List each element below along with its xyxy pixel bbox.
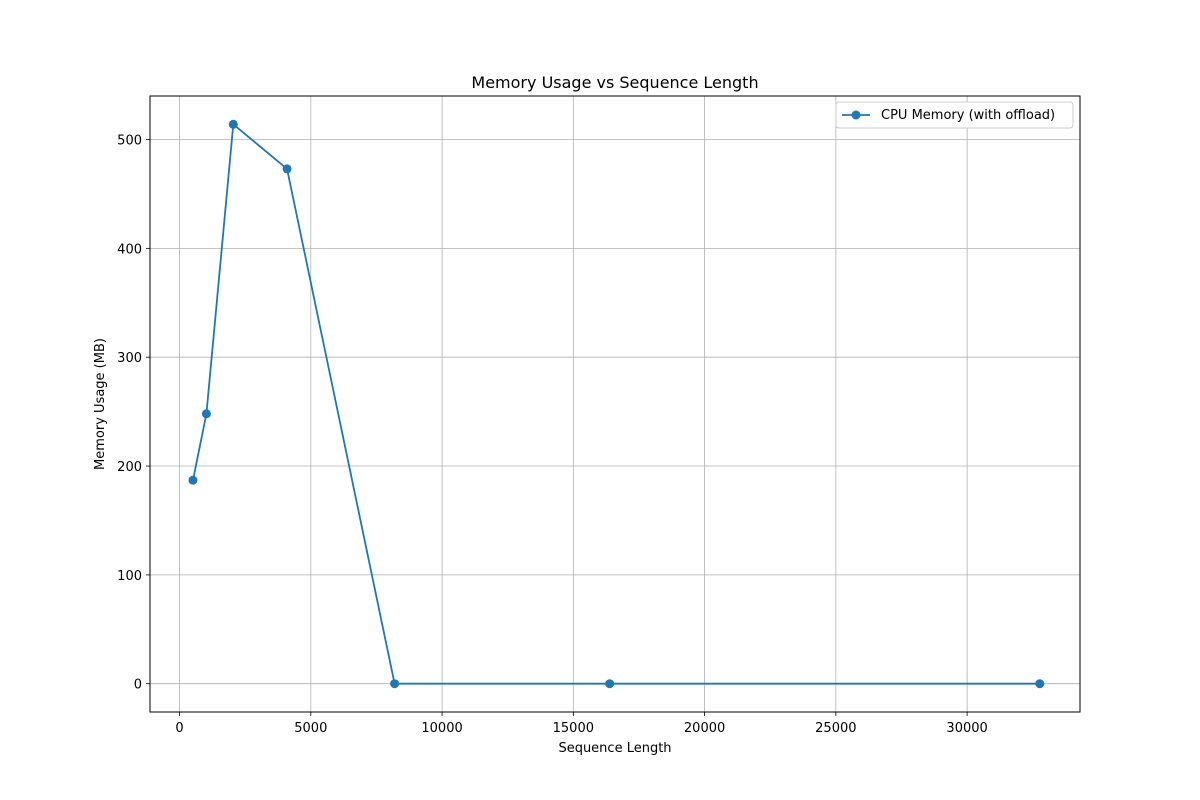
- data-point: [201, 409, 211, 419]
- chart-title: Memory Usage vs Sequence Length: [471, 73, 758, 92]
- legend: CPU Memory (with offload): [835, 101, 1074, 129]
- legend-label: CPU Memory (with offload): [881, 108, 1055, 123]
- x-axis-label: Sequence Length: [558, 741, 671, 756]
- x-tick-label: 15000: [553, 721, 594, 736]
- ticks: 0 5000 10000 15000 20000 25000 30000 0 100 200 300…: [117, 134, 988, 736]
- y-tick-label: 500: [117, 134, 142, 149]
- x-tick-label: 10000: [421, 721, 462, 736]
- y-tick-label: 300: [117, 351, 142, 366]
- data-point: [228, 119, 238, 129]
- data-point: [1035, 679, 1045, 689]
- y-axis-label: Memory Usage (MB): [93, 338, 108, 470]
- data-point: [188, 475, 198, 485]
- x-tick-label: 5000: [294, 721, 327, 736]
- y-tick-label: 400: [117, 242, 142, 257]
- legend-marker: [851, 110, 861, 120]
- x-tick-label: 0: [175, 721, 183, 736]
- x-tick-label: 30000: [946, 721, 987, 736]
- grid: [150, 96, 1080, 712]
- data-point: [282, 164, 292, 174]
- data-point: [605, 679, 615, 689]
- plot-frame: [149, 95, 1081, 713]
- y-tick-label: 100: [117, 569, 142, 584]
- x-tick-label: 20000: [684, 721, 725, 736]
- y-tick-label: 0: [134, 678, 142, 693]
- x-tick-label: 25000: [815, 721, 856, 736]
- series-layer: [188, 119, 1045, 689]
- data-point: [390, 679, 400, 689]
- y-tick-label: 200: [117, 460, 142, 475]
- legend-box: [835, 101, 1074, 129]
